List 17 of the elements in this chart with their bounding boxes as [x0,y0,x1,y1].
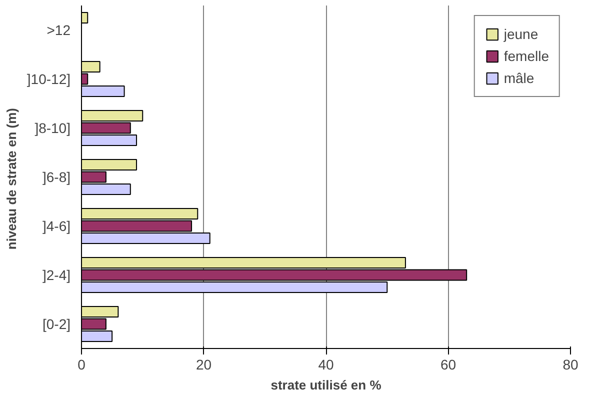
legend-label: jeune [504,26,538,42]
y-tick-label: [0-2] [42,316,70,332]
y-tick-label: ]6-8] [42,169,70,185]
y-tick-label: ]4-6] [42,218,70,234]
y-axis-title: niveau de strate en (m) [4,108,19,250]
x-tick-label: 80 [562,356,578,372]
x-tick-label: 40 [318,356,334,372]
y-tick-label: ]10-12] [26,71,71,87]
x-tick-label: 0 [78,356,86,372]
legend-label: mâle [504,70,534,86]
x-tick-label: 60 [440,356,456,372]
y-tick-label: ]2-4] [42,267,70,283]
legend-label: femelle [504,48,549,64]
y-tick-label: ]8-10] [34,120,71,136]
y-tick-label: >12 [46,22,71,38]
x-axis-title: strate utilisé en % [270,378,382,392]
x-tick-label: 20 [196,356,212,372]
